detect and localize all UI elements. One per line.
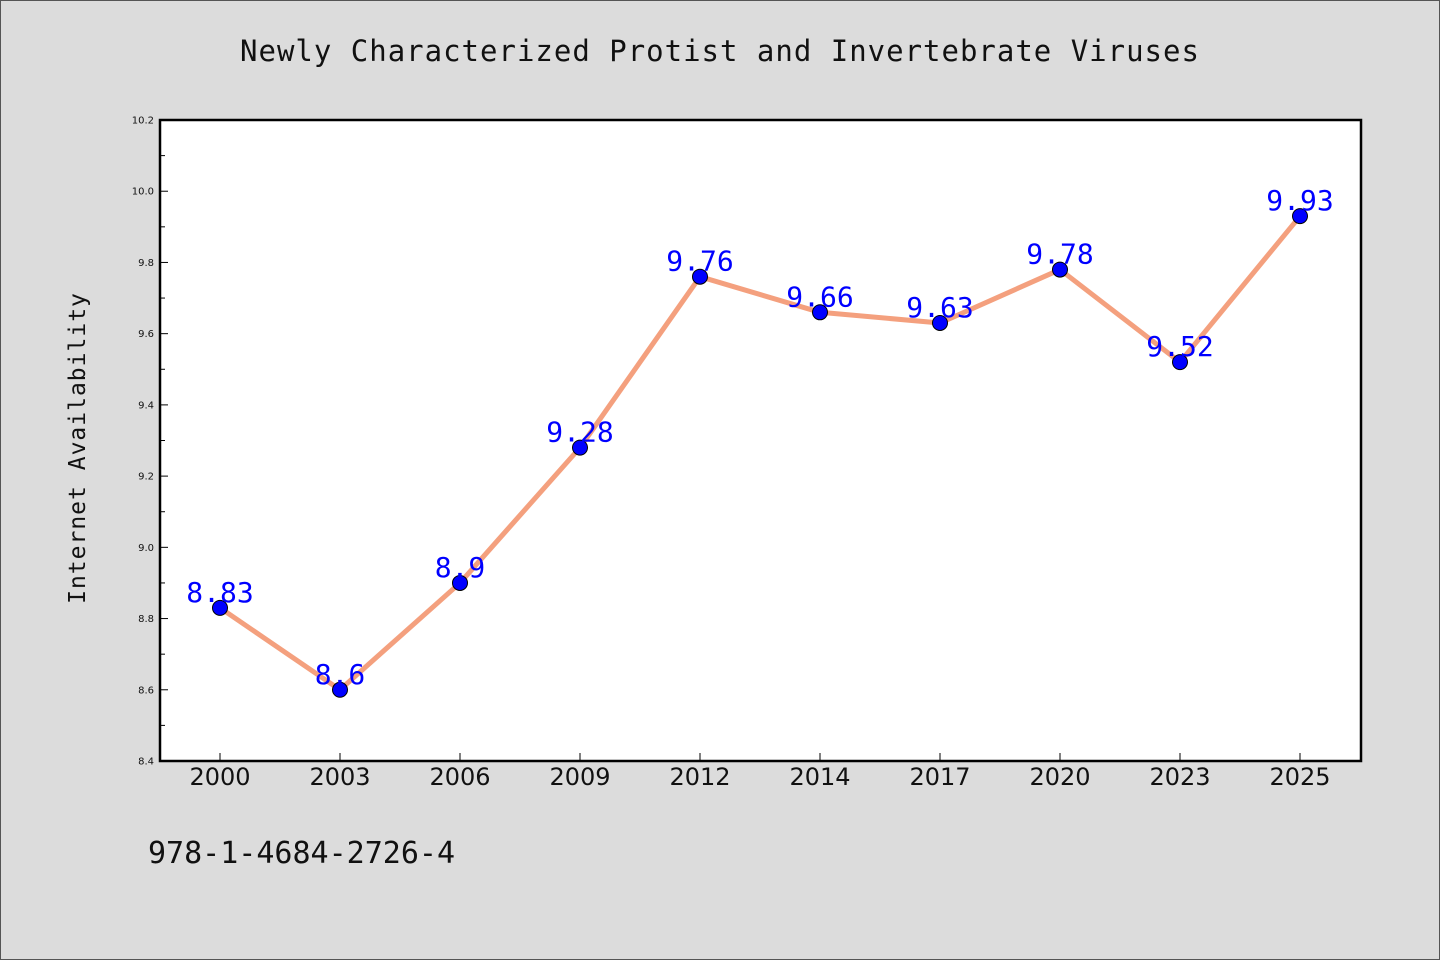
- data-label: 9.66: [786, 280, 853, 313]
- data-point: [1052, 261, 1068, 278]
- data-point: [1172, 354, 1188, 371]
- series-line: [217, 213, 1303, 693]
- data-label: 9.78: [1026, 238, 1093, 271]
- data-point: [452, 574, 468, 591]
- y-tick-label: 9.2: [138, 472, 154, 483]
- y-tick-label: 9.8: [138, 258, 154, 269]
- plot-area: [158, 118, 1363, 763]
- y-tick-label: 8.8: [138, 614, 154, 625]
- data-point: [572, 439, 588, 456]
- y-tick-label: 8.4: [138, 757, 154, 768]
- data-point: [1292, 208, 1308, 225]
- data-label: 9.52: [1146, 330, 1213, 363]
- footnote-isbn: 978-1-4684-2726-4: [148, 836, 456, 871]
- data-label: 8.9: [435, 551, 486, 584]
- data-label: 8.83: [186, 576, 253, 609]
- x-tick-label: 2009: [549, 763, 610, 791]
- data-label: 9.28: [546, 416, 613, 449]
- x-tick-label: 2025: [1269, 763, 1330, 791]
- x-tick-label: 2003: [309, 763, 370, 791]
- y-tick-label: 9.6: [138, 329, 154, 340]
- data-label: 8.6: [315, 658, 366, 691]
- data-point: [812, 304, 828, 321]
- data-point: [692, 268, 708, 285]
- x-tick-label: 2006: [429, 763, 490, 791]
- x-tick-label: 2023: [1149, 763, 1210, 791]
- data-label: 9.76: [666, 245, 733, 278]
- chart-title: Newly Characterized Protist and Inverteb…: [240, 34, 1200, 68]
- y-tick-label: 8.6: [138, 685, 154, 696]
- y-tick-label: 9.4: [138, 400, 154, 411]
- data-label: 9.63: [906, 291, 973, 324]
- x-tick-label: 2000: [189, 763, 250, 791]
- x-tick-label: 2017: [909, 763, 970, 791]
- x-tick-label: 2020: [1029, 763, 1090, 791]
- data-point: [212, 599, 228, 616]
- data-point: [332, 681, 348, 698]
- data-point: [932, 314, 948, 331]
- data-label: 9.93: [1266, 184, 1333, 217]
- y-tick-label: 9.0: [138, 543, 154, 554]
- x-tick-label: 2012: [669, 763, 730, 791]
- x-tick-label: 2014: [789, 763, 850, 791]
- y-tick-label: 10.2: [132, 116, 154, 127]
- y-tick-label: 10.0: [132, 187, 154, 198]
